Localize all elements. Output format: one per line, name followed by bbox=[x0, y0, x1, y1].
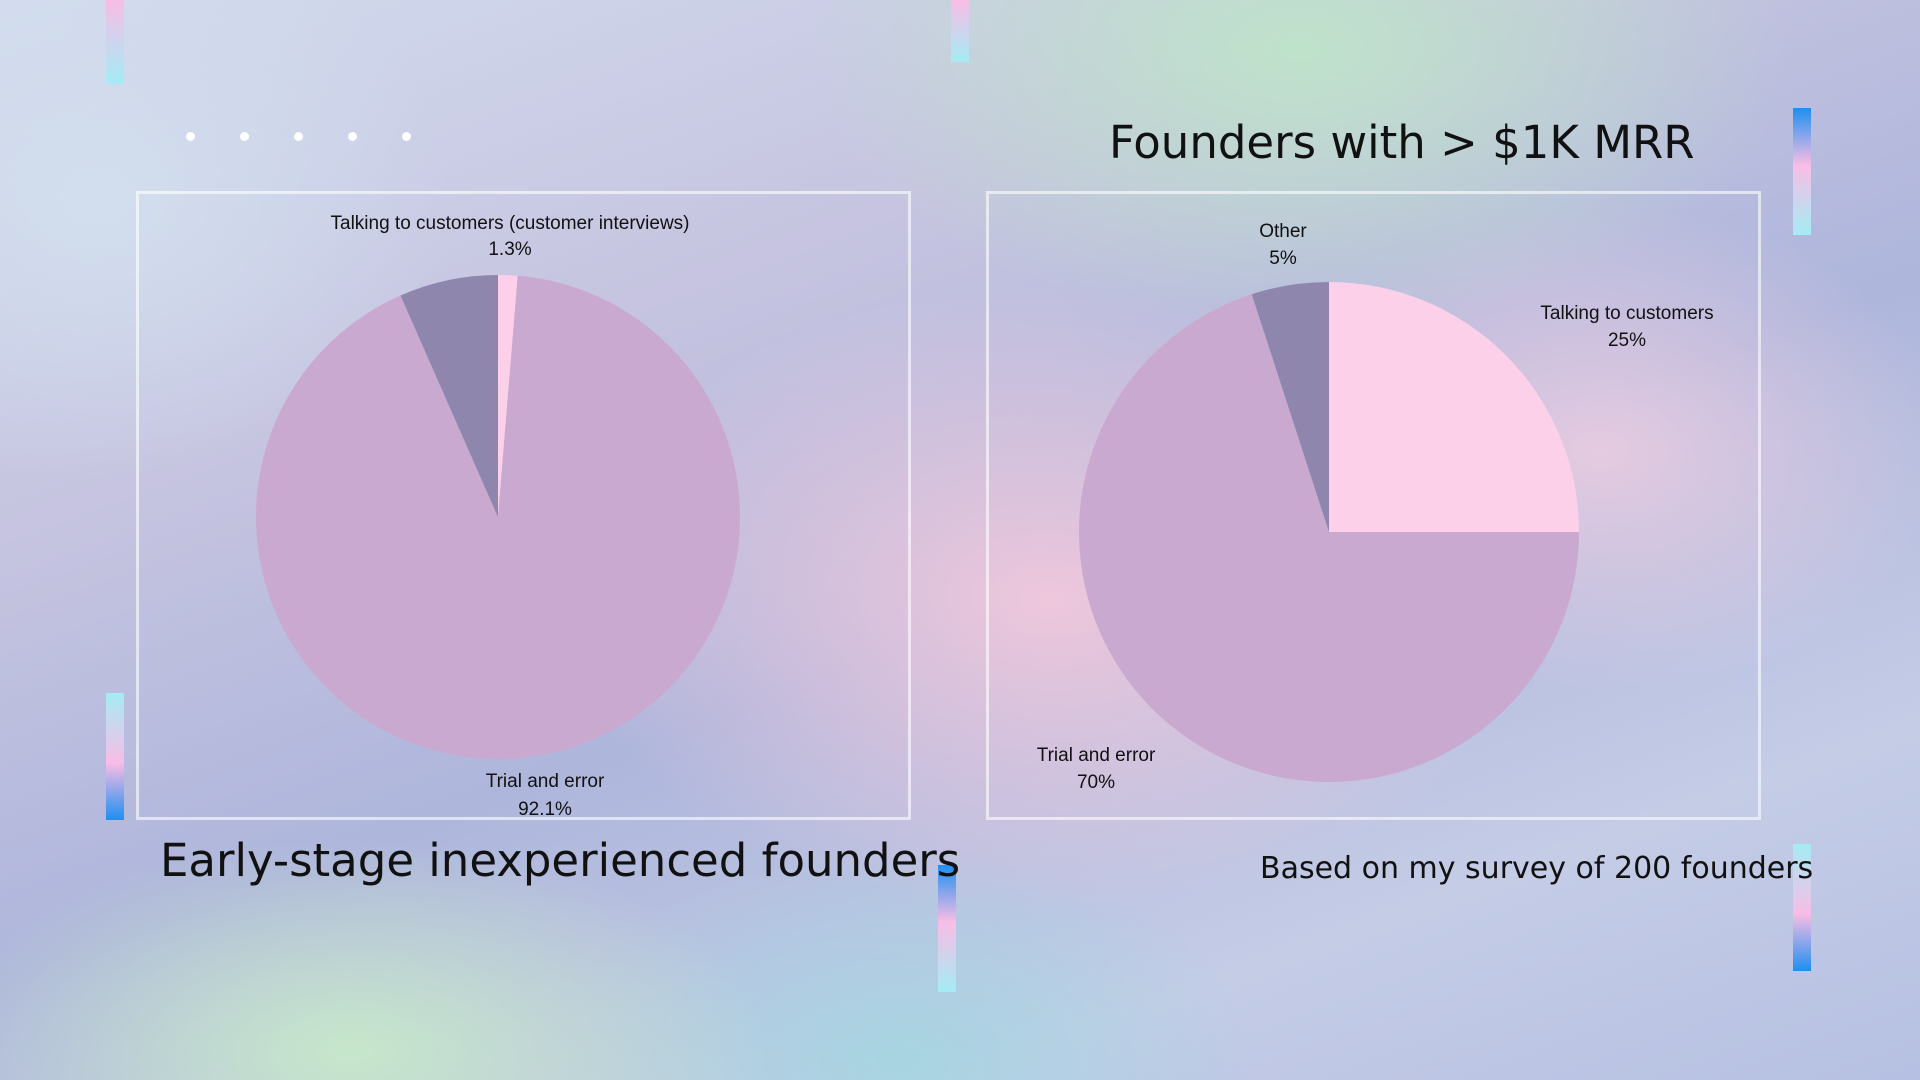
left-chart-frame bbox=[136, 191, 911, 820]
decor-bar-bottom-center bbox=[938, 865, 956, 992]
dot bbox=[348, 132, 357, 141]
left-pie-chart bbox=[255, 275, 740, 759]
decor-bar-top-left bbox=[106, 0, 124, 84]
decor-bar-bottom-right bbox=[1793, 844, 1811, 971]
right-pie-slice-1 bbox=[1079, 294, 1579, 782]
dot bbox=[294, 132, 303, 141]
left-label-talking-name: Talking to customers (customer interview… bbox=[331, 213, 690, 234]
left-pie-slice-1 bbox=[255, 275, 740, 759]
right-pie-slice-2 bbox=[1251, 282, 1329, 532]
dot bbox=[186, 132, 195, 141]
decor-bar-top-right bbox=[1793, 108, 1811, 235]
right-pie-slice-0 bbox=[1329, 282, 1579, 532]
dot bbox=[240, 132, 249, 141]
left-label-talking-value: 1.3% bbox=[488, 239, 531, 260]
left-label-trial-name: Trial and error bbox=[486, 771, 605, 792]
decor-bar-top-center bbox=[951, 0, 969, 62]
decorative-dots bbox=[186, 132, 411, 141]
right-chart-title: Founders with > $1K MRR bbox=[1109, 116, 1695, 169]
dot bbox=[402, 132, 411, 141]
left-pie-slice-2 bbox=[400, 275, 498, 517]
left-pie-slice-0 bbox=[498, 275, 518, 517]
right-pie-chart bbox=[1079, 282, 1579, 782]
left-label-trial-value: 92.1% bbox=[518, 799, 572, 820]
right-label-talking-name: Talking to customers bbox=[1540, 303, 1713, 324]
right-label-talking-value: 25% bbox=[1608, 330, 1646, 351]
right-label-trial-value: 70% bbox=[1077, 772, 1115, 793]
right-label-trial-name: Trial and error bbox=[1037, 745, 1156, 766]
decor-bar-left bbox=[106, 693, 124, 820]
right-label-other-value: 5% bbox=[1269, 248, 1297, 269]
left-chart-title: Early-stage inexperienced founders bbox=[160, 834, 961, 887]
survey-footnote: Based on my survey of 200 founders bbox=[1260, 851, 1814, 886]
right-label-other-name: Other bbox=[1259, 221, 1307, 242]
right-chart-frame bbox=[986, 191, 1761, 820]
